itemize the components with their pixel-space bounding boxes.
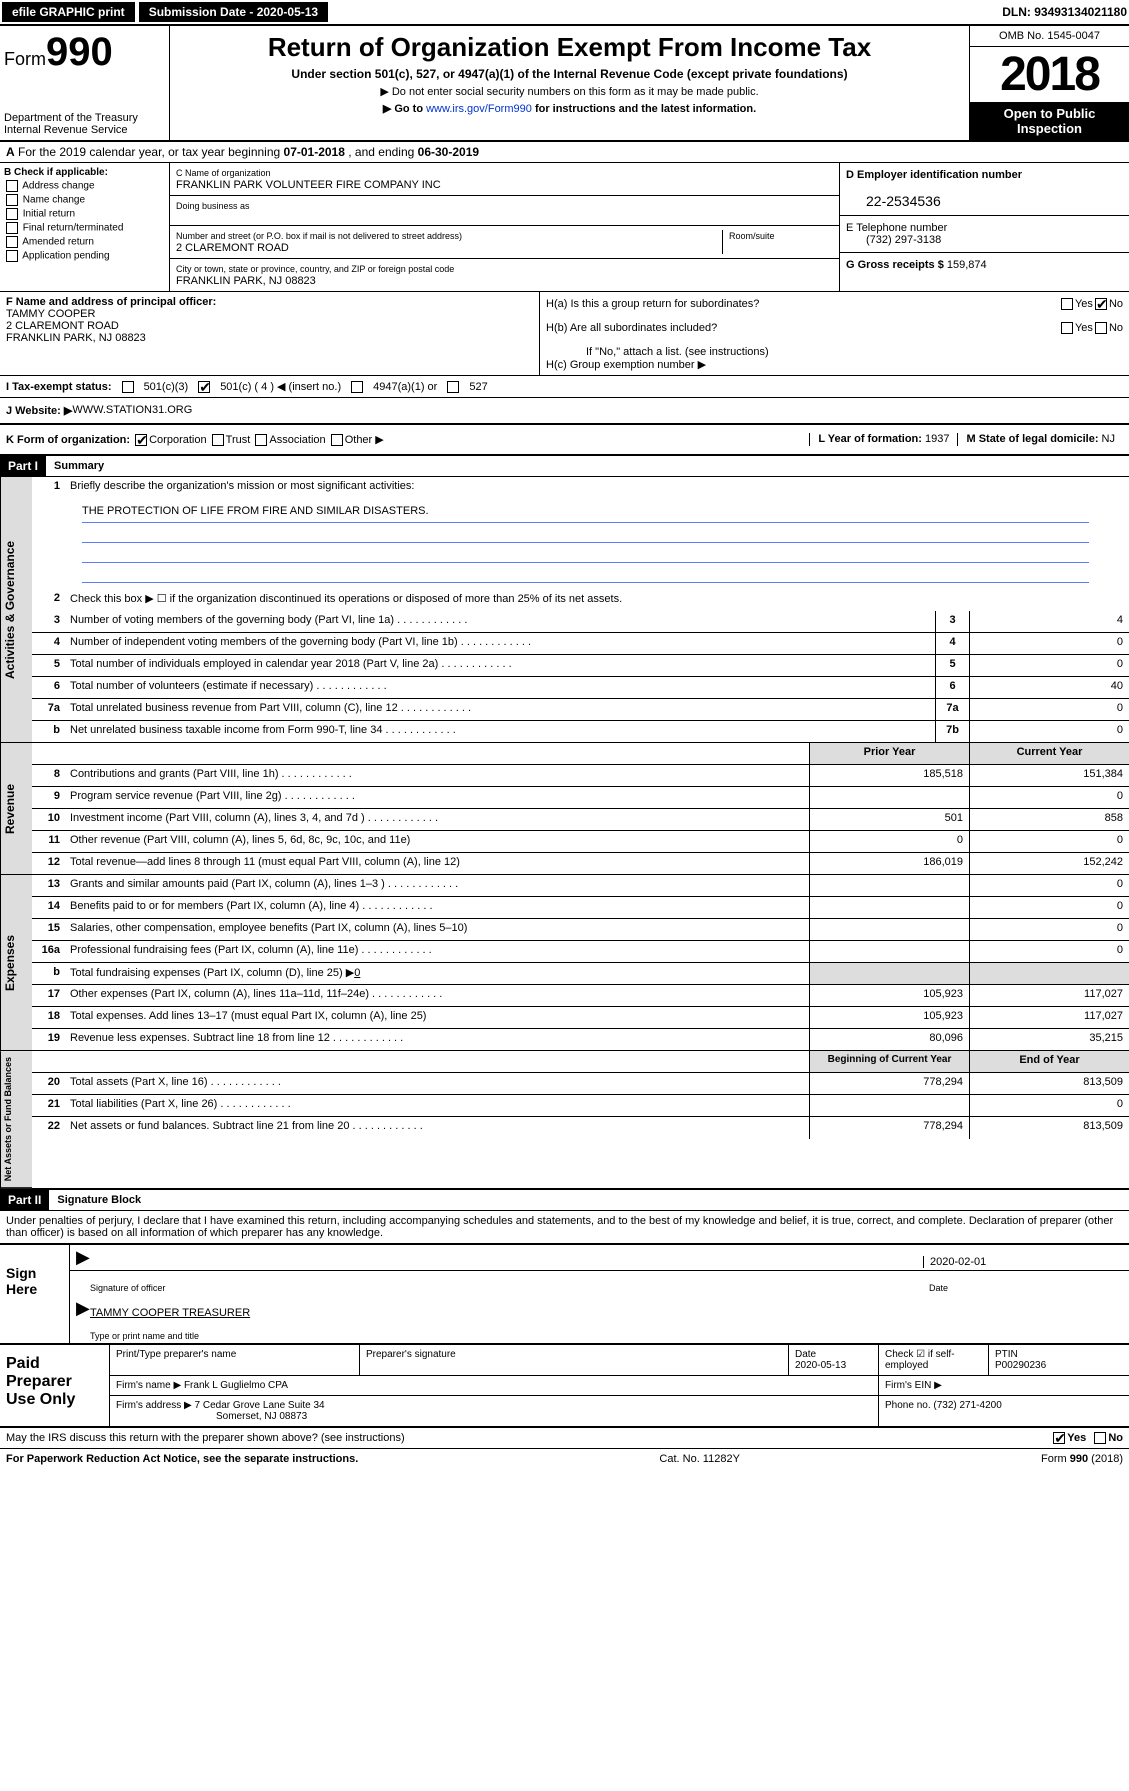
discuss-question: May the IRS discuss this return with the…	[6, 1432, 1051, 1444]
row-i-tax-status: I Tax-exempt status: 501(c)(3) 501(c) ( …	[0, 376, 1129, 398]
hb-yes[interactable]	[1061, 322, 1073, 334]
discuss-yes[interactable]	[1053, 1432, 1065, 1444]
col-b-checkboxes: B Check if applicable: Address change Na…	[0, 163, 170, 291]
check-application-pending[interactable]	[6, 250, 18, 262]
check-4947[interactable]	[351, 381, 363, 393]
part2-title: Signature Block	[49, 1191, 149, 1209]
check-other[interactable]	[331, 434, 343, 446]
city-label: City or town, state or province, country…	[176, 264, 454, 274]
check-corp[interactable]	[135, 434, 147, 446]
form-footer: Form 990 (2018)	[1041, 1453, 1123, 1465]
street-address: 2 CLAREMONT ROAD	[176, 242, 289, 254]
irs-link[interactable]: www.irs.gov/Form990	[426, 103, 532, 115]
ein-value: 22-2534536	[846, 193, 941, 209]
form-header: Form990 Department of the Treasury Inter…	[0, 26, 1129, 142]
val-7b: 0	[969, 721, 1129, 742]
check-initial-return[interactable]	[6, 208, 18, 220]
addr-label: Number and street (or P.O. box if mail i…	[176, 231, 462, 241]
name-title-label: Type or print name and title	[90, 1331, 199, 1341]
ha-label: H(a) Is this a group return for subordin…	[546, 298, 1059, 320]
val-6: 40	[969, 677, 1129, 698]
department-label: Department of the Treasury Internal Reve…	[4, 112, 165, 136]
row-a-tax-period: A For the 2019 calendar year, or tax yea…	[0, 142, 1129, 163]
form-number: Form990	[4, 30, 165, 75]
hb-label: H(b) Are all subordinates included?	[546, 322, 1059, 344]
check-amended[interactable]	[6, 236, 18, 248]
vlabel-netassets: Net Assets or Fund Balances	[0, 1051, 32, 1188]
sign-here-label: Sign Here	[0, 1245, 70, 1343]
row-j-website: J Website: ▶ WWW.STATION31.ORG	[0, 398, 1129, 425]
submission-date-button[interactable]: Submission Date - 2020-05-13	[139, 2, 328, 22]
dln-label: DLN: 93493134021180	[1002, 5, 1127, 19]
mission-text: THE PROTECTION OF LIFE FROM FIRE AND SIM…	[82, 505, 1089, 523]
vlabel-expenses: Expenses	[0, 875, 32, 1051]
vlabel-revenue: Revenue	[0, 743, 32, 875]
ha-no[interactable]	[1095, 298, 1107, 310]
date-label: Date	[923, 1283, 1123, 1293]
sign-date: 2020-02-01	[930, 1256, 986, 1268]
check-trust[interactable]	[212, 434, 224, 446]
note-ssn: ▶ Do not enter social security numbers o…	[180, 85, 959, 98]
check-501c3[interactable]	[122, 381, 134, 393]
part1-header: Part I	[0, 456, 46, 476]
org-name-label: C Name of organization	[176, 168, 271, 178]
paid-preparer-label: Paid Preparer Use Only	[0, 1345, 110, 1426]
check-assoc[interactable]	[255, 434, 267, 446]
check-address-change[interactable]	[6, 180, 18, 192]
form-title: Return of Organization Exempt From Incom…	[180, 32, 959, 63]
check-name-change[interactable]	[6, 194, 18, 206]
declaration-text: Under penalties of perjury, I declare th…	[0, 1211, 1129, 1243]
phone-value: (732) 297-3138	[846, 234, 941, 246]
org-name: FRANKLIN PARK VOLUNTEER FIRE COMPANY INC	[176, 179, 441, 191]
vlabel-governance: Activities & Governance	[0, 477, 32, 743]
top-toolbar: efile GRAPHIC print Submission Date - 20…	[0, 0, 1129, 26]
room-label: Room/suite	[729, 231, 775, 241]
check-501c[interactable]	[198, 381, 210, 393]
tax-year: 2018	[970, 47, 1129, 102]
state-domicile: M State of legal domicile: NJ	[957, 433, 1123, 446]
val-3: 4	[969, 611, 1129, 632]
part2-header: Part II	[0, 1190, 49, 1210]
hb-note: If "No," attach a list. (see instruction…	[546, 346, 1123, 358]
firm-name: Frank L Guglielmo CPA	[184, 1380, 288, 1391]
val-4: 0	[969, 633, 1129, 654]
officer-name-title: TAMMY COOPER TREASURER	[90, 1307, 250, 1319]
note-link: ▶ Go to www.irs.gov/Form990 for instruct…	[180, 102, 959, 115]
check-final-return[interactable]	[6, 222, 18, 234]
year-formation: L Year of formation: 1937	[809, 433, 957, 446]
phone-label: E Telephone number	[846, 222, 947, 234]
ein-label: D Employer identification number	[846, 169, 1022, 181]
ha-yes[interactable]	[1061, 298, 1073, 310]
gross-value: 159,874	[947, 259, 987, 271]
principal-officer: F Name and address of principal officer:…	[0, 292, 540, 375]
discuss-no[interactable]	[1094, 1432, 1106, 1444]
hc-label: H(c) Group exemption number ▶	[546, 358, 1123, 371]
catalog-number: Cat. No. 11282Y	[659, 1453, 740, 1465]
part1-title: Summary	[46, 457, 112, 475]
dba-label: Doing business as	[176, 201, 250, 211]
gross-label: G Gross receipts $	[846, 259, 947, 271]
sig-officer-label: Signature of officer	[90, 1283, 923, 1293]
row-k-form-org: K Form of organization: Corporation Trus…	[6, 433, 809, 446]
city-state-zip: FRANKLIN PARK, NJ 08823	[176, 275, 316, 287]
omb-number: OMB No. 1545-0047	[970, 26, 1129, 47]
val-5: 0	[969, 655, 1129, 676]
pra-notice: For Paperwork Reduction Act Notice, see …	[6, 1453, 358, 1465]
check-527[interactable]	[447, 381, 459, 393]
form-subtitle: Under section 501(c), 527, or 4947(a)(1)…	[180, 67, 959, 81]
hb-no[interactable]	[1095, 322, 1107, 334]
open-to-public: Open to Public Inspection	[970, 102, 1129, 140]
efile-button[interactable]: efile GRAPHIC print	[2, 2, 135, 22]
val-7a: 0	[969, 699, 1129, 720]
